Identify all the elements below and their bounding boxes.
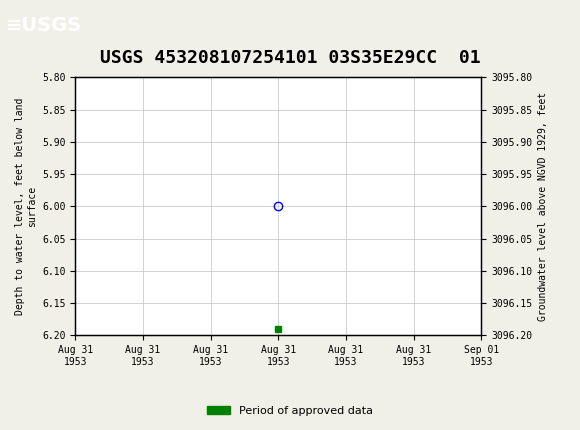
Text: USGS 453208107254101 03S35E29CC  01: USGS 453208107254101 03S35E29CC 01: [100, 49, 480, 67]
Legend: Period of approved data: Period of approved data: [203, 401, 377, 420]
Text: ≡USGS: ≡USGS: [6, 16, 82, 35]
Y-axis label: Depth to water level, feet below land
surface: Depth to water level, feet below land su…: [15, 98, 37, 315]
Y-axis label: Groundwater level above NGVD 1929, feet: Groundwater level above NGVD 1929, feet: [538, 92, 548, 321]
